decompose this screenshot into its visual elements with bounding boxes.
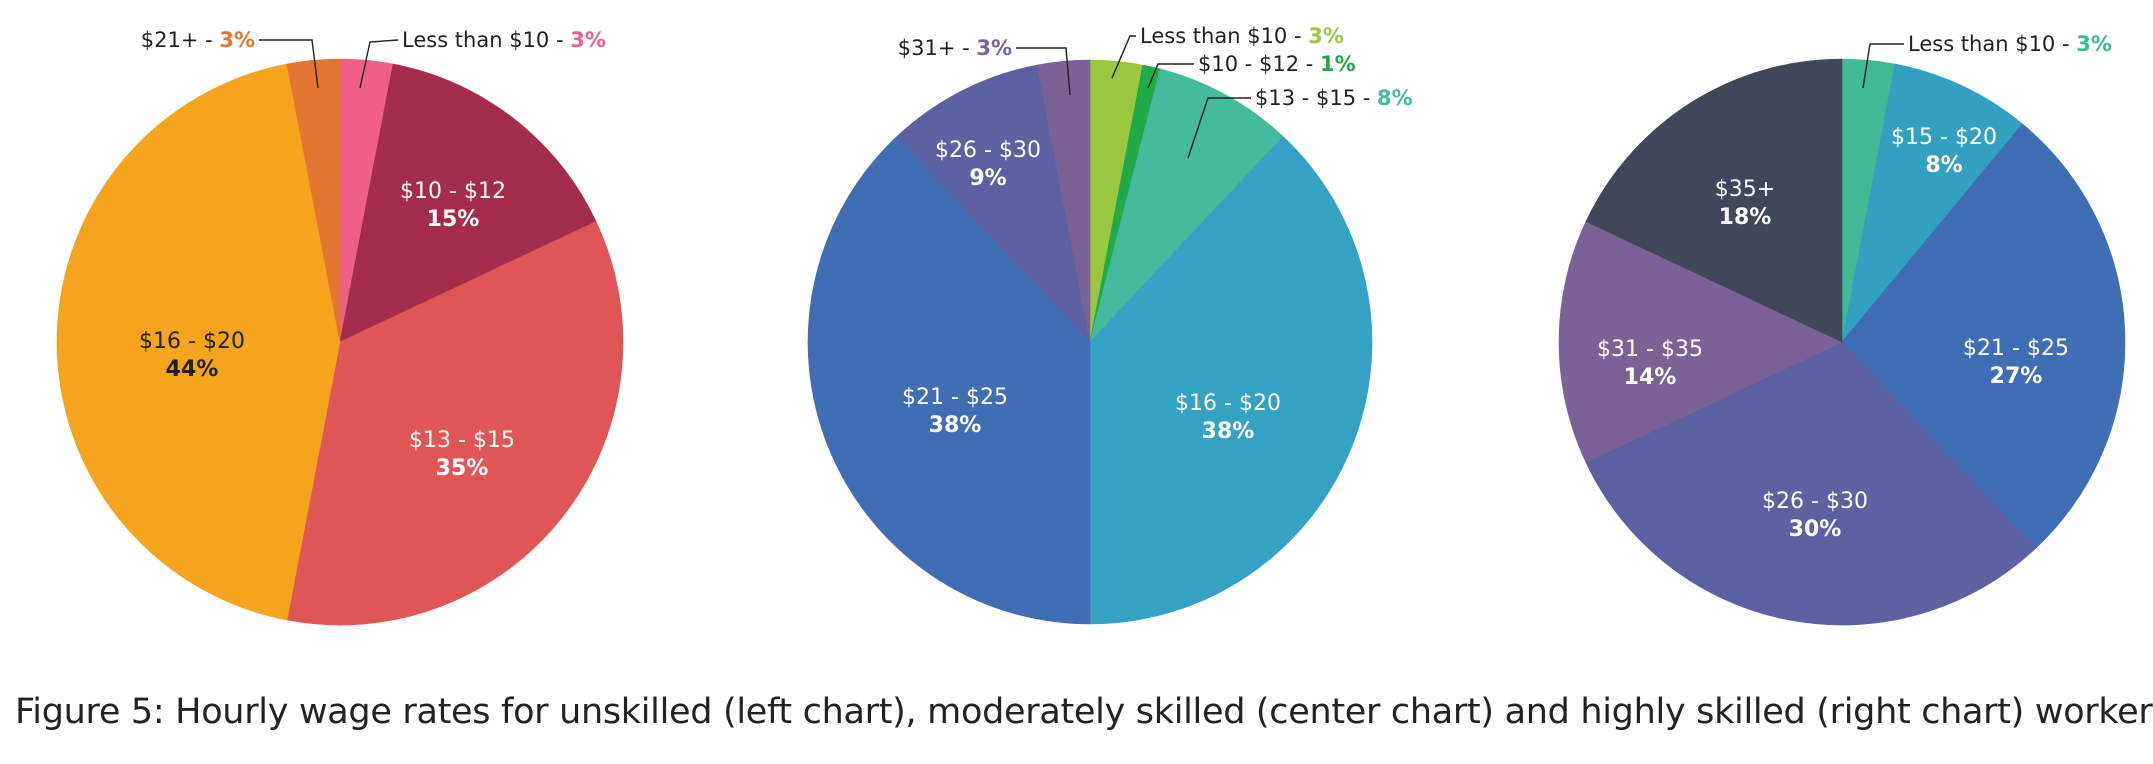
slice-category: $13 - $15 -	[1255, 86, 1377, 110]
pie-slice	[286, 221, 624, 626]
slice-category: $10 - $12 -	[1198, 52, 1320, 76]
slice-value-label: 15%	[427, 207, 480, 232]
pie-slice	[1089, 68, 1284, 343]
slice-category: Less than $10 -	[1908, 32, 2076, 56]
slice-value-label: 8%	[1925, 153, 1962, 178]
slice-value-label: 38%	[1202, 419, 1255, 444]
slice-category: Less than $10 -	[402, 28, 570, 52]
slice-value-label: 3%	[2076, 32, 2112, 56]
slice-value-label: 14%	[1624, 365, 1677, 390]
leader-line	[1187, 97, 1251, 159]
leader-line	[1016, 47, 1071, 96]
slice-value-label: 3%	[570, 28, 606, 52]
pie-chart-3: Less than $10 - 3% $15 - $20 8% $21 - $25 27…	[1558, 32, 2126, 626]
slice-value-label: 30%	[1789, 517, 1842, 542]
leader-line	[359, 39, 399, 89]
slice-label: Less than $10 - 3%	[402, 28, 606, 52]
slice-label: $26 - $30	[935, 138, 1041, 163]
leader-line	[259, 39, 319, 89]
pie-slice	[1089, 136, 1373, 625]
pie-slice	[807, 136, 1091, 625]
slice-value-label: 35%	[436, 456, 489, 481]
pie-slice	[1585, 341, 2037, 626]
pie-slice	[1036, 59, 1091, 343]
pie-slice	[56, 63, 341, 621]
pie-chart-1: Less than $10 - 3% $10 - $12 15% $13 - $15 3…	[56, 28, 624, 626]
pie-slice	[1585, 58, 1843, 343]
slice-label: $16 - $20	[139, 329, 245, 354]
slice-label: $21 - $25	[1963, 336, 2069, 361]
slice-value-label: 3%	[1308, 24, 1344, 48]
slice-label: $31+ - 3%	[898, 36, 1012, 60]
slice-label: $21+ - 3%	[141, 28, 255, 52]
slice-label: Less than $10 - 3%	[1140, 24, 1344, 48]
slice-label: $35+	[1715, 177, 1775, 202]
slice-label: $13 - $15	[409, 428, 515, 453]
slice-category: $21+ -	[141, 28, 220, 52]
slice-value-label: 8%	[1377, 86, 1413, 110]
pie-slice	[896, 64, 1091, 343]
slice-label: $16 - $20	[1175, 391, 1281, 416]
pie-chart-2: Less than $10 - 3% $10 - $12 - 1% $13 - $1…	[807, 24, 1413, 625]
slice-value-label: 27%	[1990, 364, 2043, 389]
pie-slice	[1558, 221, 1843, 463]
leader-line	[1147, 63, 1194, 89]
leader-line	[1111, 35, 1136, 79]
slice-label: $26 - $30	[1762, 489, 1868, 514]
leader-line	[1862, 43, 1904, 89]
slice-label: $15 - $20	[1891, 125, 1997, 150]
figure-caption: Figure 5: Hourly wage rates for unskille…	[15, 692, 2153, 732]
slice-label: $31 - $35	[1597, 337, 1703, 362]
pie-slice	[1841, 63, 2023, 343]
slice-label: $10 - $12	[400, 179, 506, 204]
pie-slice	[286, 58, 341, 343]
slice-label: $13 - $15 - 8%	[1255, 86, 1413, 110]
pie-slice	[339, 63, 597, 343]
slice-value-label: 3%	[219, 28, 255, 52]
slice-value-label: 9%	[969, 166, 1006, 191]
slice-value-label: 1%	[1320, 52, 1356, 76]
slice-label: Less than $10 - 3%	[1908, 32, 2112, 56]
slice-category: Less than $10 -	[1140, 24, 1308, 48]
slice-value-label: 3%	[976, 36, 1012, 60]
slice-value-label: 18%	[1719, 205, 1772, 230]
pie-slice	[1841, 123, 2126, 549]
slice-label: $10 - $12 - 1%	[1198, 52, 1356, 76]
slice-label: $21 - $25	[902, 385, 1008, 410]
pie-charts: Less than $10 - 3% $10 - $12 15% $13 - $15 3…	[56, 24, 2126, 626]
slice-value-label: 44%	[166, 357, 219, 382]
slice-value-label: 38%	[929, 413, 982, 438]
slice-category: $31+ -	[898, 36, 977, 60]
